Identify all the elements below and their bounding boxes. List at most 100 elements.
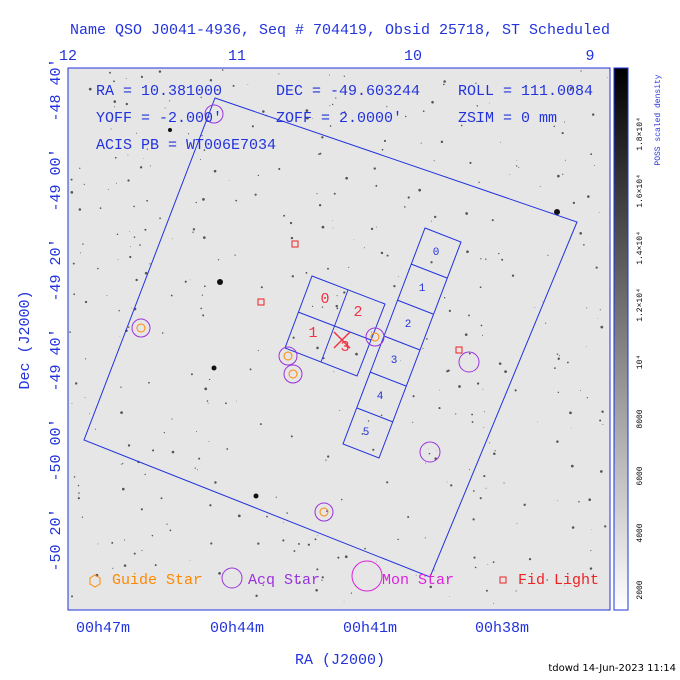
top-tick-label: 10 <box>404 48 422 65</box>
legend: Guide Star Acq Star Mon Star Fid Light <box>89 560 599 592</box>
star <box>433 160 435 162</box>
star <box>556 353 559 355</box>
star <box>255 594 258 598</box>
star <box>144 228 147 231</box>
star <box>471 421 474 423</box>
star <box>146 199 148 202</box>
star <box>113 80 115 83</box>
colorbar-tick: 8000 <box>636 409 645 428</box>
star <box>393 284 396 288</box>
star <box>433 569 435 571</box>
star <box>171 450 175 454</box>
y-tick-label: -50 00' <box>48 418 65 481</box>
star <box>152 449 155 452</box>
star <box>318 204 322 207</box>
star <box>563 121 565 123</box>
star <box>407 196 410 199</box>
star <box>591 113 595 116</box>
star <box>144 271 148 275</box>
star <box>72 262 75 265</box>
star <box>443 83 445 86</box>
star <box>424 537 426 539</box>
info: DEC = -49.603244 <box>276 83 420 100</box>
star <box>200 575 202 577</box>
star <box>551 211 553 213</box>
star <box>569 411 572 415</box>
star <box>189 560 191 561</box>
star <box>590 550 592 552</box>
star <box>460 124 463 127</box>
star <box>88 87 92 91</box>
star <box>526 86 528 88</box>
star <box>473 556 476 559</box>
colorbar-tick: 4000 <box>636 523 645 542</box>
star <box>213 169 217 173</box>
star <box>499 141 501 143</box>
star <box>321 579 323 581</box>
star <box>345 176 348 180</box>
star <box>125 78 127 80</box>
star <box>335 97 337 99</box>
star <box>380 251 384 255</box>
star <box>332 220 333 221</box>
star <box>311 305 314 307</box>
star <box>209 504 212 507</box>
star <box>116 233 119 236</box>
star <box>468 314 470 317</box>
star <box>122 463 124 465</box>
star <box>319 152 322 155</box>
star <box>515 590 517 592</box>
star <box>262 584 265 586</box>
star <box>336 307 339 310</box>
star <box>289 221 293 225</box>
star <box>305 116 309 120</box>
star <box>431 100 434 104</box>
star <box>439 389 440 391</box>
x-tick-label: 00h47m <box>76 620 130 637</box>
star <box>578 501 580 503</box>
star <box>123 539 126 541</box>
star <box>471 413 474 416</box>
x-axis-label: RA (J2000) <box>295 652 385 669</box>
star <box>558 355 561 357</box>
star <box>127 444 131 447</box>
star <box>123 564 127 567</box>
star <box>498 362 502 365</box>
star <box>127 154 129 156</box>
star <box>228 180 230 181</box>
star <box>504 370 507 373</box>
star <box>198 457 201 460</box>
star <box>187 133 190 135</box>
star <box>383 139 387 143</box>
star <box>316 346 319 350</box>
star <box>599 419 602 422</box>
star <box>290 435 293 438</box>
star <box>291 275 294 278</box>
field-outline <box>83 97 578 578</box>
star <box>120 463 122 465</box>
star <box>83 183 85 185</box>
star <box>80 252 81 254</box>
star <box>112 567 114 569</box>
star <box>225 402 227 405</box>
chip-label: 5 <box>363 427 370 439</box>
star <box>443 297 446 299</box>
star <box>169 100 171 102</box>
star <box>121 487 125 491</box>
colorbar <box>613 67 629 611</box>
star <box>237 514 241 518</box>
chip-label: 4 <box>377 391 384 403</box>
star <box>151 534 154 537</box>
star <box>202 198 205 201</box>
star <box>321 136 324 139</box>
star <box>332 227 334 229</box>
star <box>476 105 479 107</box>
star <box>217 279 223 285</box>
star <box>589 567 593 570</box>
star <box>580 389 581 391</box>
star <box>149 263 151 265</box>
star <box>494 450 496 452</box>
star <box>481 334 484 336</box>
star <box>194 467 196 469</box>
star <box>418 188 422 192</box>
